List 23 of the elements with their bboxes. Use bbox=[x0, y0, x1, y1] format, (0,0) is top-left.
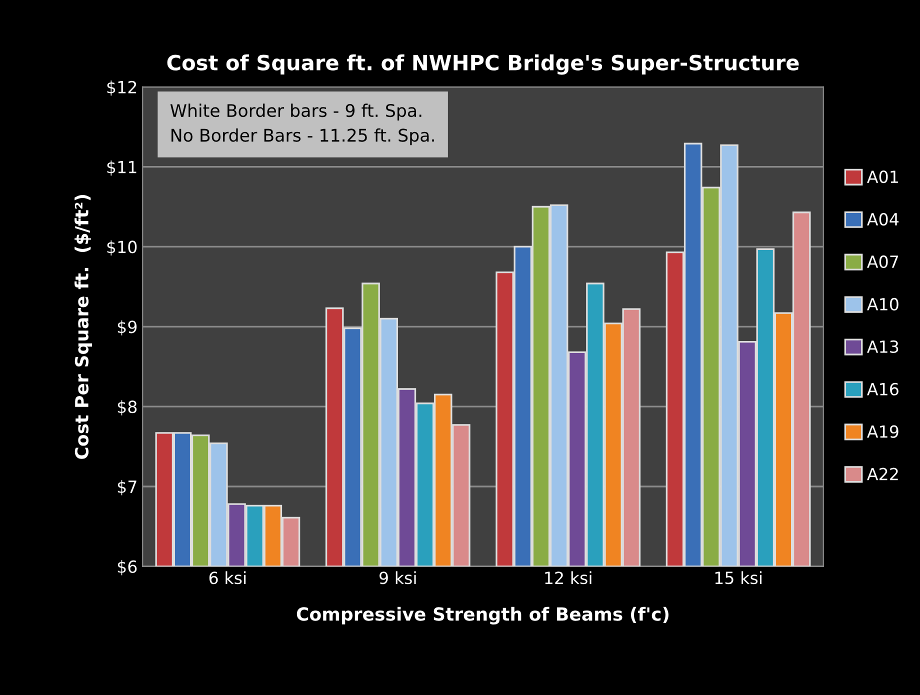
y-tick-label: $10 bbox=[107, 240, 137, 256]
x-axis-title: Compressive Strength of Beams (f'c) bbox=[296, 606, 668, 624]
y-tick-label: $11 bbox=[107, 160, 136, 176]
annotation: White Border bars - 9 ft. Spa. No Border Bars - 11.25 ft. Spa. bbox=[170, 104, 434, 146]
legend-label: A07 bbox=[867, 255, 898, 268]
legend-label: A01 bbox=[867, 170, 898, 184]
legend-label: A22 bbox=[867, 468, 898, 480]
y-tick-label: $6 bbox=[118, 560, 137, 576]
legend-label: A10 bbox=[867, 298, 898, 311]
x-tick-label: 15 ksi bbox=[715, 571, 762, 584]
x-tick-label: 9 ksi bbox=[380, 571, 416, 584]
y-axis-title: Cost Per Square ft. ($/ft²) bbox=[74, 195, 92, 459]
legend-label: A04 bbox=[867, 212, 899, 226]
x-tick-label: 12 ksi bbox=[545, 571, 592, 584]
y-tick-label: $8 bbox=[118, 400, 137, 416]
legend-label: A13 bbox=[867, 340, 898, 353]
y-tick-label: $7 bbox=[118, 480, 136, 496]
y-tick-label: $9 bbox=[118, 320, 137, 336]
chart-title: Cost of Square ft. of NWHPC Bridge's Super-Structure bbox=[167, 54, 799, 75]
legend-label: A19 bbox=[867, 425, 898, 438]
y-tick-label: $12 bbox=[107, 80, 136, 96]
x-tick-label: 6 ksi bbox=[209, 571, 246, 584]
legend-label: A16 bbox=[867, 382, 898, 396]
